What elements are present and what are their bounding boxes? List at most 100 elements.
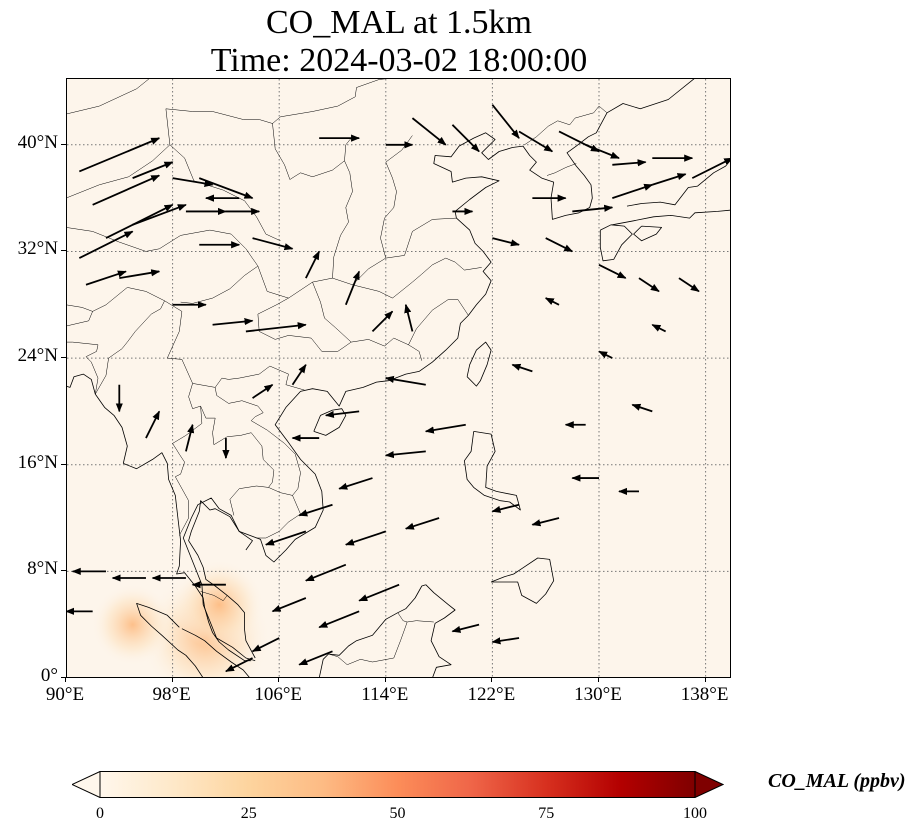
country-border (328, 621, 408, 665)
country-border (257, 297, 289, 332)
latitude-tick-mark (61, 250, 66, 252)
country-border (67, 311, 93, 327)
wind-vector-arrow (132, 161, 174, 179)
latitude-tick-label: 40°N (17, 131, 58, 153)
wind-vector-arrow (291, 363, 307, 386)
wind-vector-arrow (212, 317, 254, 326)
wind-vector-arrow (691, 157, 730, 179)
wind-vector-arrow (572, 204, 614, 213)
coastline (599, 224, 633, 262)
country-border (546, 163, 577, 176)
wind-vector-arrow (612, 183, 654, 199)
wind-vector-arrow (85, 270, 127, 286)
wind-vector-arrow (371, 310, 394, 333)
latitude-tick-label: 8°N (27, 558, 58, 580)
wind-vector-arrow (225, 657, 253, 673)
wind-vector-arrow (652, 173, 687, 186)
coastline (633, 225, 662, 242)
country-border (272, 123, 345, 180)
longitude-tick-mark (704, 677, 706, 682)
country-border (272, 79, 387, 124)
country-border (380, 135, 413, 259)
wind-vector-arrow (384, 450, 426, 459)
wind-vector-arrow (132, 203, 187, 226)
wind-vector-arrow (492, 237, 520, 247)
coastline (94, 393, 128, 464)
wind-vector-arrow (384, 375, 426, 386)
wind-vector-arrow (451, 623, 480, 633)
wind-vector-arrow (491, 637, 520, 645)
wind-vector-arrow (545, 237, 574, 253)
latitude-tick-label: 0° (40, 665, 58, 686)
longitude-tick-mark (171, 677, 173, 682)
coastline (612, 209, 730, 226)
wind-vector-arrow (324, 410, 360, 419)
wind-vector-arrow (265, 530, 307, 546)
country-border (352, 257, 482, 299)
wind-vector-arrow (92, 174, 161, 206)
wind-vector-arrow (631, 403, 653, 413)
wind-vector-arrow (531, 517, 560, 527)
wind-vector-arrow (305, 250, 320, 279)
wind-vector-arrow (252, 237, 294, 251)
longitude-tick-label: 98°E (152, 684, 191, 705)
colorbar-gradient (99, 771, 696, 798)
country-border (212, 111, 273, 124)
wind-vector-arrow (271, 597, 307, 613)
wind-vector-arrow (298, 503, 333, 517)
colorbar-label: CO_MAL (ppbv) (768, 770, 906, 792)
wind-vector-arrow (172, 177, 214, 188)
wind-vector-arrow (78, 137, 161, 173)
wind-vector-arrow (338, 477, 373, 490)
wind-vector-arrow (491, 104, 520, 139)
wind-vector-arrow (404, 303, 414, 332)
map-canvas (67, 79, 730, 677)
country-border (408, 299, 469, 345)
latitude-tick-label: 24°N (17, 345, 58, 367)
colorbar-tick-label: 0 (96, 805, 104, 822)
map-plot-area (66, 78, 731, 678)
wind-vector-arrow (411, 117, 447, 146)
longitude-tick-label: 114°E (361, 684, 409, 705)
wind-vector-arrow (198, 177, 254, 199)
longitude-tick-label: 138°E (680, 684, 729, 705)
longitude-tick-mark (491, 677, 493, 682)
longitude-tick-label: 90°E (45, 684, 85, 705)
country-border (200, 405, 275, 516)
country-border (67, 287, 165, 312)
latitude-tick-label: 16°N (17, 451, 58, 473)
coastline (319, 584, 426, 677)
concentration-hotspot (91, 583, 174, 666)
coastline (626, 160, 730, 207)
country-border (214, 387, 301, 496)
country-border (67, 144, 171, 198)
colorbar-min-extension (72, 771, 101, 798)
title-variable-line: CO_MAL at 1.5km (265, 4, 532, 41)
country-border (165, 108, 281, 242)
country-borders (67, 79, 608, 665)
longitude-tick-label: 122°E (467, 684, 516, 705)
country-border (172, 405, 203, 536)
wind-vector-arrow (511, 363, 533, 373)
wind-vector-arrow (344, 270, 360, 306)
wind-vector-arrow (344, 530, 387, 546)
gridlines (67, 79, 730, 677)
latitude-tick-mark (61, 463, 66, 465)
wind-vector-arrow (491, 503, 520, 513)
wind-vector-arrow (251, 637, 280, 653)
country-border (67, 79, 150, 115)
wind-vector-arrow (318, 610, 360, 629)
coastline (313, 408, 347, 436)
wind-vector-arrow (145, 410, 161, 439)
country-border (188, 383, 193, 409)
country-border (259, 331, 423, 361)
wind-vector-arrow (298, 650, 333, 666)
country-border (256, 487, 301, 539)
country-border (165, 108, 213, 112)
longitude-tick-mark (65, 677, 66, 682)
wind-vector-arrow (598, 263, 627, 279)
concentration-hotspot (174, 559, 265, 650)
coastline (136, 603, 204, 677)
latitude-tick-mark (61, 570, 66, 572)
coastlines (67, 79, 730, 677)
